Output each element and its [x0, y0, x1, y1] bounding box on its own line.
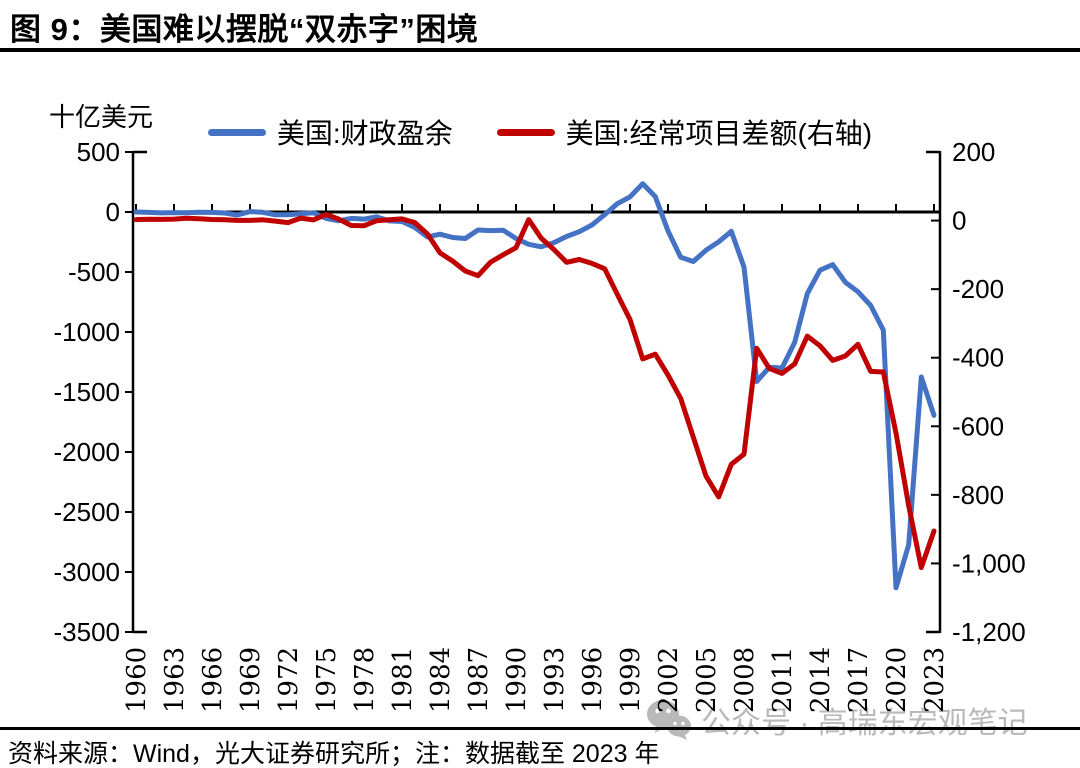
svg-text:1993: 1993	[540, 647, 570, 713]
svg-text:-3500: -3500	[54, 617, 121, 647]
svg-text:2014: 2014	[806, 647, 836, 713]
svg-text:-1,000: -1,000	[952, 548, 1026, 578]
svg-text:-1500: -1500	[54, 377, 121, 407]
svg-text:2011: 2011	[768, 647, 798, 713]
svg-text:0: 0	[952, 206, 966, 236]
svg-text:2008: 2008	[730, 647, 760, 713]
svg-text:200: 200	[952, 137, 995, 167]
legend-label-current-account: 美国:经常项目差额(右轴)	[565, 118, 873, 149]
svg-text:1969: 1969	[236, 647, 266, 713]
svg-text:1996: 1996	[578, 647, 608, 713]
left-axis-unit-label: 十亿美元	[49, 102, 154, 132]
source-note: 资料来源：Wind，光大证券研究所；注：数据截至 2023 年	[8, 740, 660, 768]
svg-text:-800: -800	[952, 480, 1004, 510]
svg-text:0: 0	[106, 197, 120, 227]
svg-text:1963: 1963	[160, 647, 190, 713]
svg-text:-2500: -2500	[54, 497, 121, 527]
svg-text:1975: 1975	[312, 647, 342, 713]
svg-text:2017: 2017	[844, 647, 874, 713]
svg-text:-600: -600	[952, 411, 1004, 441]
svg-text:2002: 2002	[654, 647, 684, 713]
svg-text:500: 500	[77, 137, 120, 167]
svg-text:2023: 2023	[920, 647, 950, 713]
chart-title: 图 9：美国难以摆脱“双赤字”困境	[10, 12, 479, 47]
svg-text:1972: 1972	[274, 647, 304, 713]
svg-text:1978: 1978	[350, 647, 380, 713]
svg-text:1960: 1960	[122, 647, 152, 713]
legend-label-fiscal: 美国:财政盈余	[276, 118, 453, 149]
wechat-icon	[647, 700, 691, 740]
watermark: 公众号 · 高瑞东宏观笔记	[646, 698, 1028, 742]
chart-legend: 美国:财政盈余 美国:经常项目差额(右轴)	[0, 112, 1080, 152]
title-underline	[0, 48, 1080, 52]
svg-text:-500: -500	[68, 257, 120, 287]
svg-text:1990: 1990	[502, 647, 532, 713]
svg-text:1966: 1966	[198, 647, 228, 713]
svg-text:1981: 1981	[388, 647, 418, 713]
legend-line-sample-current-account	[496, 128, 555, 136]
watermark-text: 公众号 · 高瑞东宏观笔记	[701, 707, 1028, 740]
svg-text:-1,200: -1,200	[952, 617, 1026, 647]
svg-text:-200: -200	[952, 274, 1004, 304]
svg-text:1984: 1984	[426, 647, 456, 713]
svg-text:-1000: -1000	[54, 317, 121, 347]
legend-item-fiscal: 美国:财政盈余	[207, 112, 453, 152]
svg-text:-400: -400	[952, 343, 1004, 373]
svg-text:-3000: -3000	[54, 557, 121, 587]
footer-divider	[0, 727, 1080, 730]
svg-text:1987: 1987	[464, 647, 494, 713]
legend-item-current-account: 美国:经常项目差额(右轴)	[496, 112, 873, 152]
svg-text:2005: 2005	[692, 647, 722, 713]
svg-text:1999: 1999	[616, 647, 646, 713]
svg-text:-2000: -2000	[54, 437, 121, 467]
legend-line-sample-fiscal	[207, 128, 266, 136]
svg-text:2020: 2020	[882, 647, 912, 713]
